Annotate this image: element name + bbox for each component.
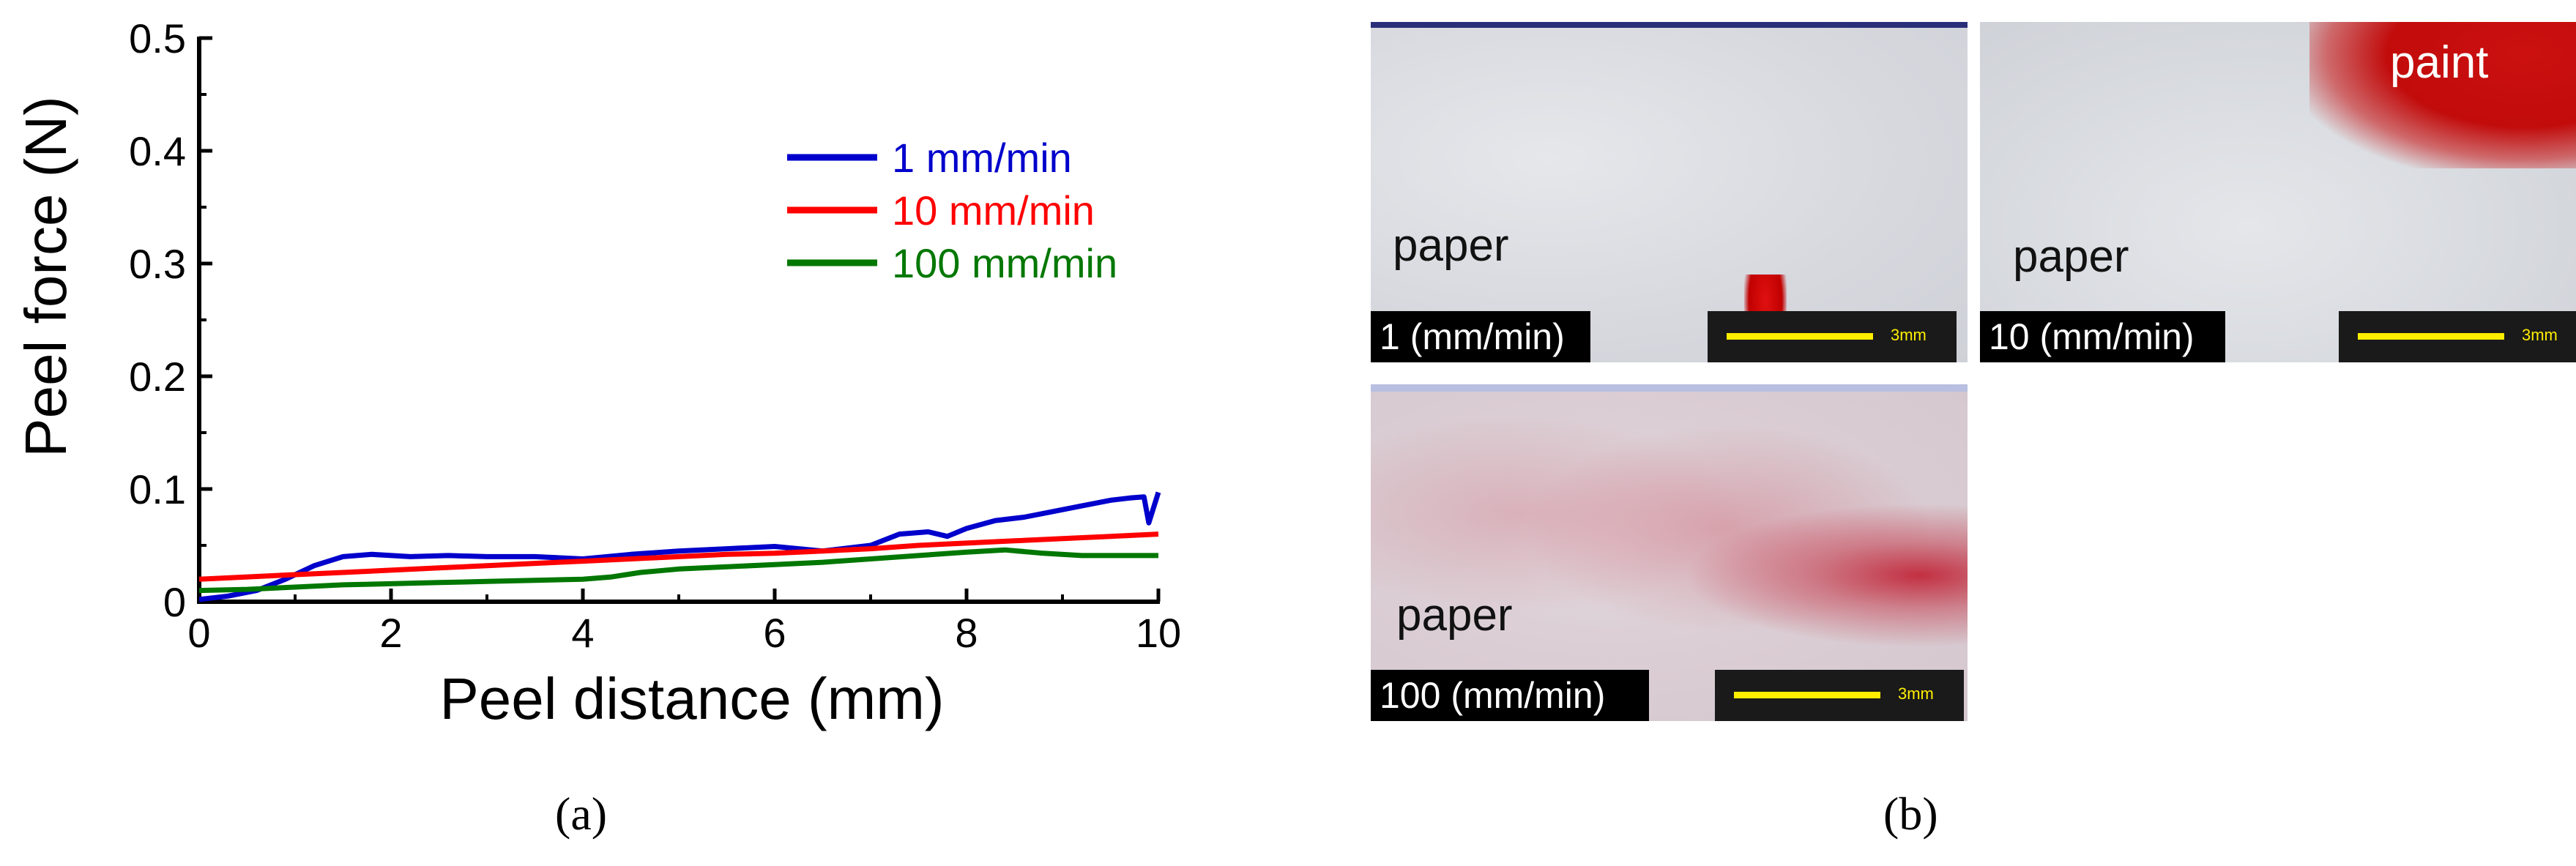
y-tick-label: 0.3 [129, 241, 186, 287]
scale-bar: 3mm [1715, 670, 1964, 721]
micrograph-10-mm-min: paint paper 10 (mm/min) 3mm [1980, 22, 2576, 362]
speed-label: 10 (mm/min) [1980, 311, 2225, 362]
legend-label-10-mm-min: 10 mm/min [892, 187, 1095, 234]
series-line-100-mm-min [198, 547, 1158, 594]
legend-label-100-mm-min: 100 mm/min [892, 240, 1117, 286]
paint-residue [1371, 406, 1968, 714]
paint-region [2309, 22, 2576, 168]
chart-axes: 0 2 4 6 8 10 0 0.1 0.2 0.3 0.4 0.5 [129, 15, 1181, 656]
series-line-10-mm-min [198, 531, 1159, 582]
scale-bar-line [1727, 333, 1873, 340]
x-tick-label: 0 [187, 610, 210, 656]
scale-bar-line [1734, 692, 1880, 698]
y-tick-label: 0 [163, 579, 186, 625]
x-tick-label: 2 [379, 610, 402, 656]
micrograph-100-mm-min: paper 100 (mm/min) 3mm [1371, 384, 1968, 721]
paper-region-label: paper [1393, 220, 1509, 271]
y-tick-label: 0.2 [129, 354, 186, 400]
caption-a: (a) [555, 788, 608, 840]
scale-bar-text: 3mm [1891, 326, 1927, 344]
speed-label: 100 (mm/min) [1371, 670, 1649, 721]
x-tick-label: 8 [955, 610, 978, 656]
y-tick-label: 0.4 [129, 128, 186, 174]
caption-b: (b) [1883, 788, 1938, 840]
x-tick-label: 10 [1136, 610, 1181, 656]
x-axis-label: Peel distance (mm) [439, 666, 944, 731]
scale-bar-line [2358, 333, 2504, 340]
y-axis-label: Peel force (N) [13, 96, 78, 457]
scale-bar-text: 3mm [1898, 684, 1934, 703]
paper-edge [1371, 22, 1968, 28]
series-line-1-mm-min [198, 491, 1161, 602]
paper-region-label: paper [2013, 231, 2129, 282]
peel-force-chart: 0 2 4 6 8 10 0 0.1 0.2 0.3 0.4 0.5 1 mm/min 10 mm/mi… [13, 15, 1181, 731]
paper-edge [1371, 384, 1968, 392]
chart-series [198, 491, 1161, 602]
y-tick-label: 0.1 [129, 466, 186, 512]
x-tick-label: 4 [571, 610, 594, 656]
y-tick-label: 0.5 [129, 15, 186, 61]
speed-label: 1 (mm/min) [1371, 311, 1590, 362]
paper-region-label: paper [1396, 590, 1513, 641]
chart-legend: 1 mm/min 10 mm/min 100 mm/min [787, 135, 1117, 286]
scale-bar-text: 3mm [2522, 326, 2558, 344]
paint-region-label: paint [2390, 37, 2489, 88]
x-tick-label: 6 [763, 610, 786, 656]
scale-bar: 3mm [1708, 311, 1957, 362]
micrograph-1-mm-min: paper 1 (mm/min) 3mm [1371, 22, 1968, 362]
legend-label-1-mm-min: 1 mm/min [892, 135, 1072, 181]
scale-bar: 3mm [2339, 311, 2576, 362]
